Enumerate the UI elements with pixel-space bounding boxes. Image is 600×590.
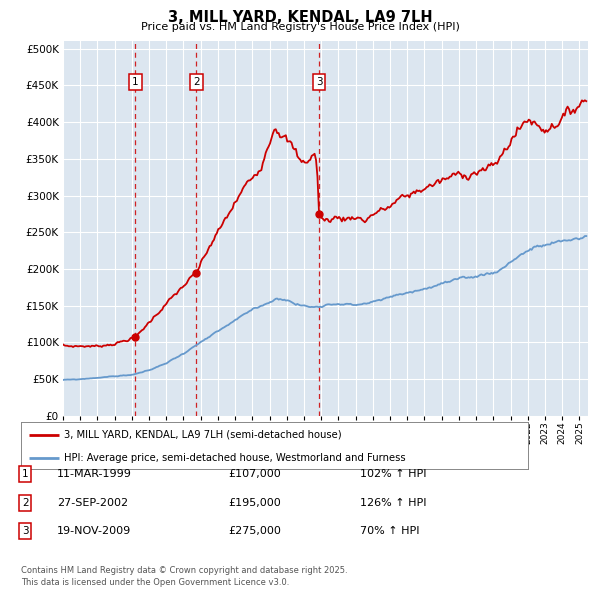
- Text: 11-MAR-1999: 11-MAR-1999: [57, 470, 132, 479]
- Text: 126% ↑ HPI: 126% ↑ HPI: [360, 498, 427, 507]
- Text: 70% ↑ HPI: 70% ↑ HPI: [360, 526, 419, 536]
- Text: 27-SEP-2002: 27-SEP-2002: [57, 498, 128, 507]
- Text: 2: 2: [193, 77, 200, 87]
- Text: Contains HM Land Registry data © Crown copyright and database right 2025.
This d: Contains HM Land Registry data © Crown c…: [21, 566, 347, 587]
- Text: £107,000: £107,000: [228, 470, 281, 479]
- Text: £275,000: £275,000: [228, 526, 281, 536]
- Text: 3: 3: [22, 526, 29, 536]
- Text: 3, MILL YARD, KENDAL, LA9 7LH (semi-detached house): 3, MILL YARD, KENDAL, LA9 7LH (semi-deta…: [64, 430, 342, 440]
- Point: [314, 209, 324, 219]
- Text: 3, MILL YARD, KENDAL, LA9 7LH: 3, MILL YARD, KENDAL, LA9 7LH: [167, 10, 433, 25]
- Text: 1: 1: [22, 470, 29, 479]
- Point: [191, 268, 201, 277]
- Point: [130, 333, 140, 342]
- Text: 1: 1: [132, 77, 139, 87]
- Text: HPI: Average price, semi-detached house, Westmorland and Furness: HPI: Average price, semi-detached house,…: [64, 453, 406, 463]
- Text: 3: 3: [316, 77, 322, 87]
- Text: 102% ↑ HPI: 102% ↑ HPI: [360, 470, 427, 479]
- Text: Price paid vs. HM Land Registry's House Price Index (HPI): Price paid vs. HM Land Registry's House …: [140, 22, 460, 32]
- Text: £195,000: £195,000: [228, 498, 281, 507]
- Text: 19-NOV-2009: 19-NOV-2009: [57, 526, 131, 536]
- Text: 2: 2: [22, 498, 29, 507]
